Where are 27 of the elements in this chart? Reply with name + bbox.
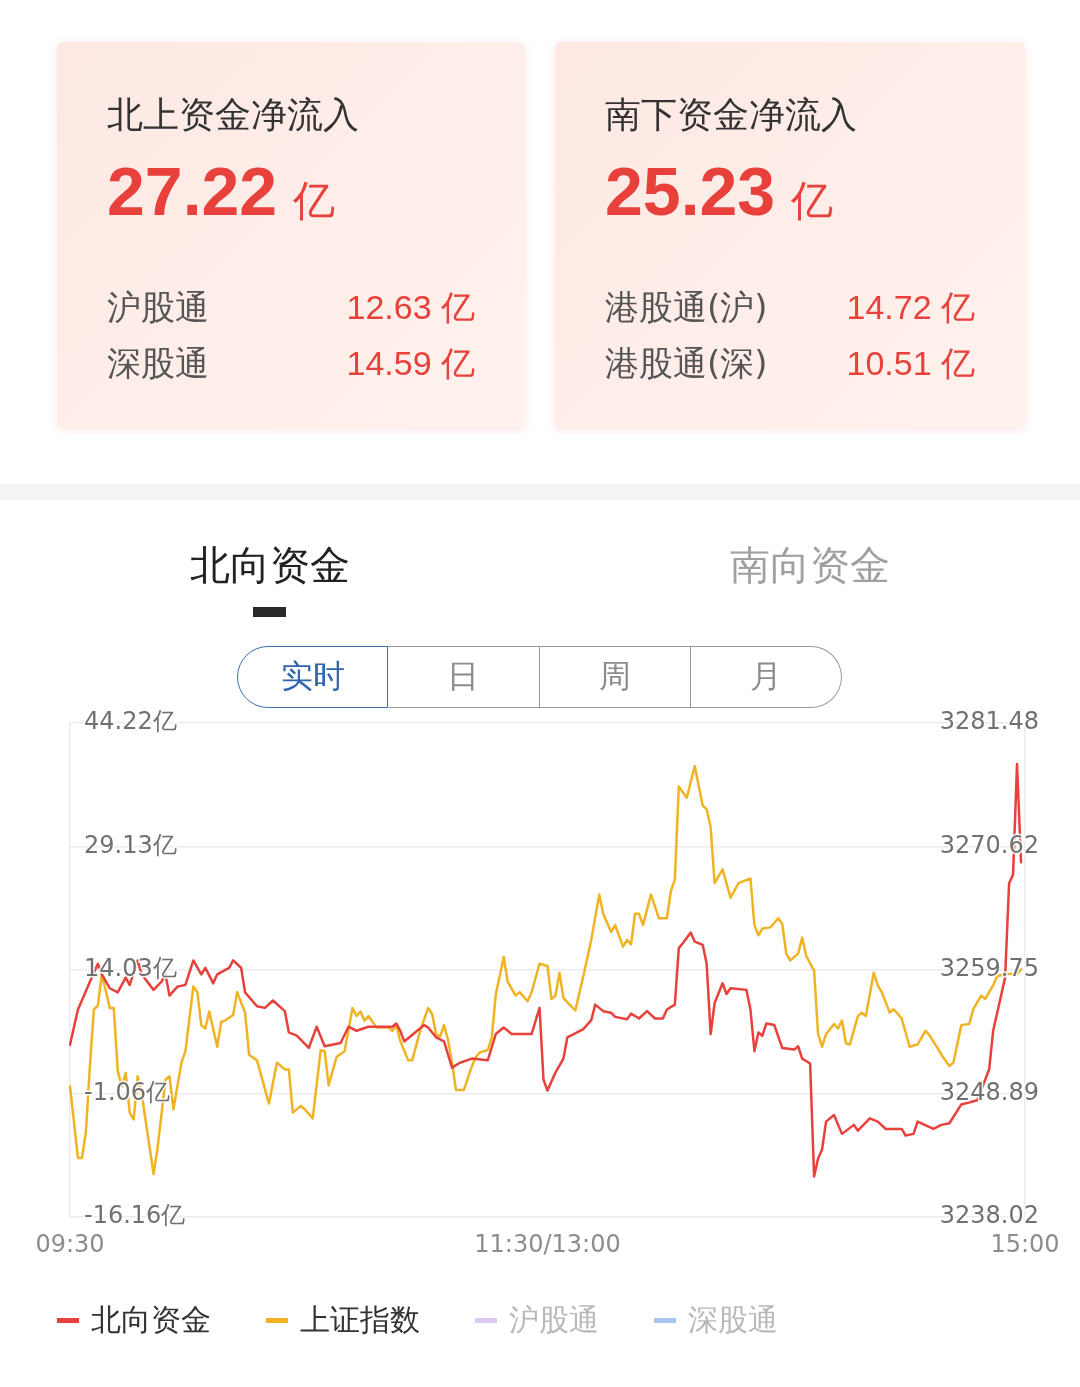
y2-tick-label: 3238.02 xyxy=(939,1201,1039,1230)
x-tick-label: 15:00 xyxy=(990,1229,1060,1258)
text: 南向资金 xyxy=(730,542,890,588)
text: 南下资金净流入 xyxy=(605,94,857,135)
text: 港股通(深) xyxy=(605,342,768,385)
legend-label: 上证指数 xyxy=(300,1300,420,1339)
text: 10.51 亿 xyxy=(846,343,975,384)
text: 25.23 亿 xyxy=(605,152,834,230)
legend-label: 沪股通 xyxy=(509,1300,599,1339)
text: 27.22 亿 xyxy=(107,152,336,230)
text: 港股通(沪) xyxy=(605,286,768,329)
text: 14.72 亿 xyxy=(846,287,975,328)
legend-label: 北向资金 xyxy=(91,1300,211,1339)
text: 深股通 xyxy=(107,342,209,385)
segmented-control: 实时 日 周 月 xyxy=(237,646,842,708)
x-tick-label: 11:30/13:00 xyxy=(474,1229,621,1258)
x-tick-label: 09:30 xyxy=(35,1229,105,1258)
text: 北上资金净流入 xyxy=(107,94,359,135)
y2-tick-label: 3281.48 xyxy=(939,707,1039,736)
text: 14.59 亿 xyxy=(346,343,475,384)
text: 沪股通 xyxy=(107,286,209,329)
text: 12.63 亿 xyxy=(346,287,475,328)
text: 北向资金 xyxy=(190,542,350,588)
y-tick-label: 44.22亿 xyxy=(84,707,177,736)
y-tick-label: 29.13亿 xyxy=(84,830,177,859)
legend-label: 深股通 xyxy=(688,1300,778,1339)
y-tick-label: -16.16亿 xyxy=(84,1201,186,1230)
